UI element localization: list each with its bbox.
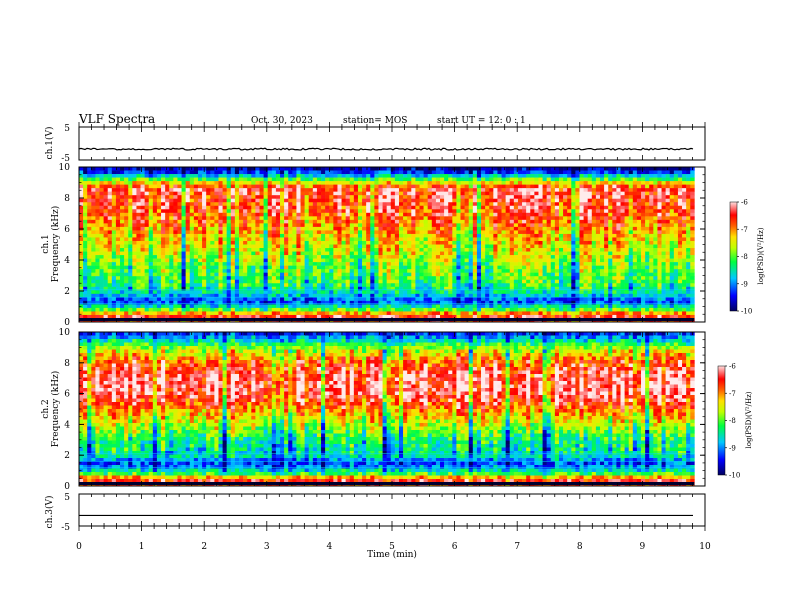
- ch1-ytick-2: 2: [64, 287, 70, 297]
- ch2-colorbar-tick--7: -7: [729, 390, 736, 398]
- ch2-colorbar-label: log(PSD)(V²/Hz): [745, 391, 753, 448]
- time-tick-5: 5: [389, 542, 395, 552]
- ch1-spectrogram-ylabel-channel: ch.1: [41, 234, 51, 253]
- ch2-ytick-0: 0: [64, 482, 70, 492]
- time-axis-label: Time (min): [367, 549, 417, 560]
- ch1-ytick-6: 6: [64, 225, 70, 235]
- ch1-ytick-bottom: -5: [61, 154, 70, 164]
- time-tick-9: 9: [640, 542, 646, 552]
- time-tick-0: 0: [76, 542, 82, 552]
- ch2-ytick-2: 2: [64, 451, 70, 461]
- ch1-colorbar-ticks: -6 -7 -8 -9 -10: [737, 199, 752, 316]
- time-tick-10: 10: [699, 542, 711, 552]
- ch1-ytick-4: 4: [64, 256, 70, 266]
- start-time-label: start UT = 12: 0 : 1: [437, 116, 526, 126]
- ch1-spectrogram-panel: ch.1 Frequency (kHz) 0 2 4 6 8 10 -6 -7 -8 -9 -10…: [41, 163, 765, 328]
- time-tick-6: 6: [452, 542, 458, 552]
- ch2-spectrogram-image: [79, 332, 695, 487]
- ch2-colorbar-tick--9: -9: [729, 444, 736, 452]
- ch1-colorbar-label: log(PSD)(V²/Hz): [757, 227, 765, 284]
- ch2-spectrogram-panel: ch.2 Frequency (kHz) 0 2 4 6 8 10 -6 -7 -8 -9 -10…: [41, 328, 753, 492]
- ch1-ytick-0: 0: [64, 318, 70, 328]
- ch3-ytick-bottom: -5: [61, 523, 70, 533]
- ch3-waveform-panel: ch.3(V) 5 -5 0 1 2 3 4 5 6 7 8 9 10 Time (min): [44, 493, 711, 560]
- ch1-spectrogram-ylabel: Frequency (kHz): [50, 206, 61, 283]
- ch2-colorbar-tick--8: -8: [729, 417, 736, 425]
- ch1-ytick-top: 5: [64, 124, 70, 134]
- ch1-colorbar-tick--6: -6: [741, 199, 748, 207]
- time-tick-2: 2: [201, 542, 207, 552]
- ch2-ytick-6: 6: [64, 390, 70, 400]
- ch1-colorbar-tick--7: -7: [741, 226, 748, 234]
- ch2-colorbar-tick--6: -6: [729, 363, 736, 371]
- time-tick-3: 3: [264, 542, 270, 552]
- ch2-ytick-4: 4: [64, 420, 70, 430]
- time-tick-4: 4: [327, 542, 333, 552]
- ch1-waveform-ylabel: ch.1(V): [44, 127, 55, 160]
- ch1-waveform-trace: [78, 147, 694, 151]
- ch2-spectrogram-ylabel: Frequency (kHz): [50, 371, 61, 448]
- ch2-ytick-8: 8: [64, 359, 70, 369]
- ch1-colorbar: [729, 201, 738, 312]
- ch2-spectrogram-ylabel-channel: ch.2: [41, 399, 51, 418]
- ch2-ytick-10: 10: [59, 328, 71, 338]
- ch1-waveform-panel: ch.1(V) 5 -5: [44, 124, 706, 164]
- ch3-ytick-top: 5: [64, 493, 70, 503]
- ch1-colorbar-tick--8: -8: [741, 253, 748, 261]
- ch1-colorbar-tick--9: -9: [741, 280, 748, 288]
- ch3-waveform-ylabel: ch.3(V): [44, 496, 55, 529]
- ch1-ytick-8: 8: [64, 194, 70, 204]
- date-label: Oct. 30, 2023: [251, 116, 313, 126]
- minor-tick-marks: [78, 122, 706, 531]
- time-tick-8: 8: [577, 542, 583, 552]
- ch1-spectrogram-image: [79, 167, 695, 323]
- figure-title: VLF Spectra: [78, 112, 155, 126]
- station-label: station= MOS: [343, 116, 407, 126]
- time-tick-7: 7: [514, 542, 520, 552]
- time-tick-1: 1: [139, 542, 145, 552]
- ch2-colorbar-tick--10: -10: [729, 472, 740, 480]
- ch2-colorbar: [717, 365, 726, 476]
- ch1-colorbar-tick--10: -10: [741, 308, 752, 316]
- time-axis-ticks: 0 1 2 3 4 5 6 7 8 9 10: [76, 542, 711, 552]
- ch2-colorbar-ticks: -6 -7 -8 -9 -10: [725, 363, 740, 480]
- ch1-ytick-10: 10: [59, 163, 71, 173]
